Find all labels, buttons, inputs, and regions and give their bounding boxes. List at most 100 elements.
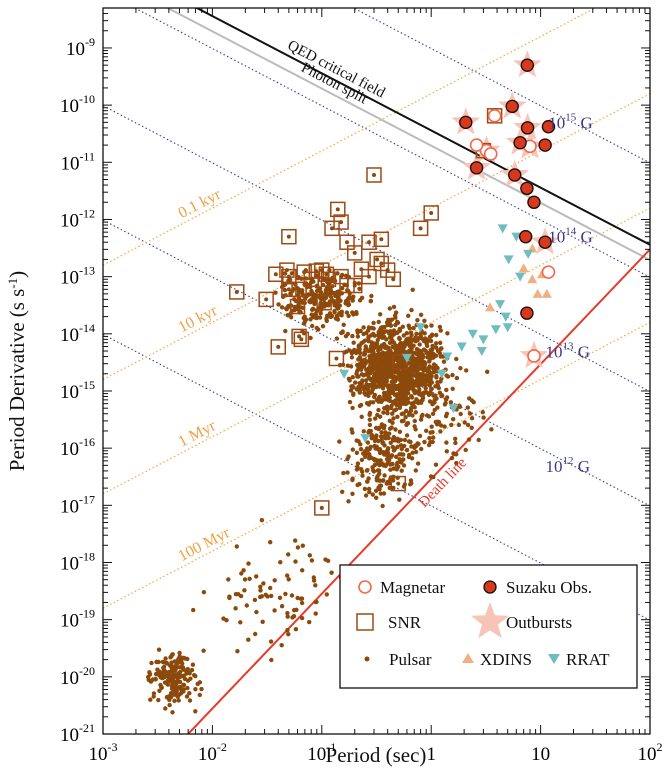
death-line-label: Death line — [416, 455, 471, 511]
rrat-triangle — [515, 273, 525, 282]
pulsar-point — [366, 336, 370, 340]
age-line-label: 1 Myr — [176, 417, 220, 451]
y-tick-label: 10-18 — [60, 549, 95, 574]
pulsar-point — [300, 300, 304, 304]
pulsar-point — [290, 593, 294, 597]
pulsar-point — [411, 451, 415, 455]
pulsar-point — [377, 472, 381, 476]
pulsar-point — [280, 643, 284, 647]
pulsar-point — [368, 411, 372, 415]
y-tick-exp: -16 — [79, 435, 95, 449]
pulsar-point — [322, 301, 326, 305]
pulsar-point — [411, 288, 415, 292]
pulsar-point — [398, 377, 402, 381]
pulsar-point — [280, 305, 284, 309]
pulsar-point — [466, 423, 470, 427]
pulsar-point — [427, 359, 431, 363]
pulsar-point — [371, 368, 375, 372]
pulsar-point — [193, 709, 197, 713]
y-tick-exp: -17 — [79, 492, 95, 506]
pulsar-point — [435, 405, 439, 409]
pulsar-point — [246, 561, 250, 565]
legend: Magnetar Suzaku Obs.SNR OutburstsPulsar XDI… — [340, 565, 637, 688]
pulsar-point — [380, 422, 384, 426]
pulsar-point — [311, 294, 315, 298]
pulsar-point — [389, 425, 393, 429]
pulsar-point — [379, 430, 383, 434]
rrat-triangle — [503, 323, 513, 332]
pulsar-point — [470, 416, 474, 420]
pulsar-point — [264, 593, 268, 597]
pulsar-point — [424, 429, 428, 433]
pulsar-point — [336, 296, 340, 300]
field-label-base: 10 — [548, 228, 565, 247]
pulsar-point — [178, 685, 182, 689]
rrat-triangle — [523, 250, 533, 259]
pulsar-point — [489, 427, 493, 431]
pulsar-point — [435, 422, 439, 426]
pulsar-point — [384, 337, 388, 341]
rrat-triangle — [468, 330, 478, 339]
y-tick-base: 10 — [66, 39, 85, 60]
pulsar-point — [358, 298, 362, 302]
field-label-exp: 15 — [565, 111, 577, 123]
pulsar-point — [342, 323, 346, 327]
y-tick-base: 10 — [60, 725, 79, 746]
magnetar-circle — [489, 110, 501, 122]
pulsar-point — [292, 614, 296, 618]
pulsar-point — [399, 438, 403, 442]
pulsar-point — [364, 493, 368, 497]
pulsar-point — [381, 441, 385, 445]
pulsar-point — [395, 461, 399, 465]
pulsar-point — [358, 442, 362, 446]
pulsar-point — [358, 347, 362, 351]
pulsar-point — [373, 463, 377, 467]
y-tick-label: 10-10 — [60, 92, 95, 117]
pulsar-point — [431, 355, 435, 359]
pulsar-point — [373, 383, 377, 387]
pulsar-point — [278, 560, 282, 564]
suzaku-circle — [539, 139, 551, 151]
pulsar-point — [348, 400, 352, 404]
legend-label-xdins: XDINS — [480, 650, 532, 669]
pulsar-point — [453, 437, 457, 441]
y-tick-base: 10 — [60, 668, 79, 689]
pulsar-point — [427, 380, 431, 384]
pulsar-point — [397, 336, 401, 340]
pulsar-point — [481, 415, 485, 419]
pulsar-point — [414, 410, 418, 414]
pulsar-point — [451, 451, 455, 455]
pulsar-point — [466, 405, 470, 409]
pulsar-point — [416, 461, 420, 465]
pulsar-point — [378, 397, 382, 401]
pulsar-point — [402, 463, 406, 467]
pulsar-point — [312, 575, 316, 579]
y-tick-base: 10 — [60, 439, 79, 460]
field-label-exp: 13 — [563, 341, 575, 353]
pulsar-point — [411, 344, 415, 348]
pulsar-point — [253, 632, 257, 636]
x-tick-base: 10 — [198, 744, 217, 765]
age-line-label: 0.1 kyr — [176, 186, 225, 222]
pulsar-point — [380, 334, 384, 338]
pulsar-point — [296, 545, 300, 549]
pulsar-point — [378, 447, 382, 451]
pulsar-point — [391, 277, 395, 281]
pulsar-point — [261, 620, 265, 624]
pulsar-point — [395, 415, 399, 419]
pulsar-point — [372, 173, 376, 177]
pulsar-point — [331, 299, 335, 303]
pulsar-point — [336, 207, 340, 211]
field-label-unit: G — [574, 343, 591, 362]
pulsar-point — [387, 356, 391, 360]
x-tick-exp: -3 — [108, 740, 118, 754]
pulsar-point — [273, 291, 277, 295]
pulsar-point — [375, 257, 379, 261]
pulsar-point — [196, 682, 200, 686]
x-tick-base: 10 — [531, 744, 550, 765]
x-axis-title: Period (sec) — [326, 743, 427, 767]
pulsar-point — [468, 411, 472, 415]
pulsar-point — [313, 600, 317, 604]
pulsar-point — [382, 491, 386, 495]
pulsar-point — [445, 331, 449, 335]
